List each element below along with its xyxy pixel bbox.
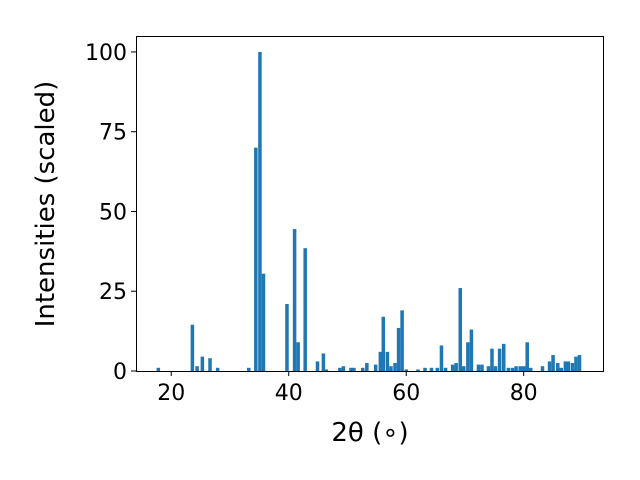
bar	[324, 369, 329, 371]
bar	[551, 355, 555, 371]
bar	[303, 248, 307, 371]
bar	[458, 288, 463, 371]
bar	[373, 364, 378, 371]
bar	[540, 366, 545, 371]
y-tick-label: 100	[85, 41, 127, 66]
bar	[285, 304, 289, 371]
bar	[404, 369, 408, 371]
bar	[439, 345, 444, 371]
bar	[454, 363, 458, 371]
bar	[490, 348, 494, 371]
y-tick-label: 25	[99, 280, 127, 305]
bar	[521, 366, 526, 371]
bar	[574, 356, 578, 371]
bar	[486, 366, 491, 371]
bar	[393, 363, 397, 371]
bar	[261, 273, 266, 371]
bar	[254, 147, 258, 371]
bar	[296, 342, 300, 371]
x-tick-label: 60	[392, 381, 420, 406]
bar	[506, 367, 511, 371]
bar	[563, 361, 568, 371]
bar	[435, 367, 440, 371]
y-tick-label: 0	[113, 360, 127, 385]
bar	[480, 364, 484, 371]
bar	[466, 342, 470, 371]
bar	[462, 366, 466, 371]
bar	[423, 367, 427, 371]
bar	[215, 367, 220, 371]
bar-series	[156, 51, 582, 371]
bar	[528, 367, 533, 371]
bar	[493, 366, 498, 371]
bar	[559, 367, 564, 371]
bar	[378, 351, 383, 371]
y-tick-label: 75	[99, 121, 127, 146]
x-tick-label: 40	[275, 381, 303, 406]
bar	[400, 310, 404, 371]
bar	[497, 348, 502, 371]
x-axis-label: 2θ (∘)	[331, 418, 408, 448]
bar	[360, 367, 365, 371]
bar	[501, 343, 506, 371]
bar	[566, 361, 571, 371]
bar	[349, 367, 353, 371]
y-axis-ticks: 0 25 50 75 100	[85, 41, 136, 385]
y-axis-label: Intensities (scaled)	[31, 81, 61, 328]
bar	[518, 366, 522, 371]
x-tick-label: 20	[157, 381, 185, 406]
bar	[341, 366, 346, 371]
x-tick-label: 80	[510, 381, 538, 406]
bar	[429, 367, 434, 371]
bar	[258, 51, 262, 371]
bar	[247, 367, 251, 371]
bar	[416, 369, 420, 371]
bar	[195, 366, 199, 371]
bar	[450, 364, 455, 371]
bar	[396, 327, 401, 371]
plot-frame	[136, 36, 604, 372]
bar	[338, 367, 342, 371]
bar	[443, 367, 448, 371]
bar	[577, 355, 582, 371]
bar	[510, 367, 515, 371]
bar	[200, 356, 205, 371]
bar	[556, 363, 560, 371]
bar	[389, 366, 393, 371]
bar	[321, 353, 326, 371]
bar	[190, 324, 195, 371]
bar	[547, 361, 552, 371]
bar	[365, 363, 369, 371]
bar	[385, 351, 390, 371]
y-tick-label: 50	[99, 200, 127, 225]
bar	[381, 316, 386, 371]
bar	[570, 363, 575, 371]
bar	[476, 364, 481, 371]
bar	[315, 361, 320, 371]
bar	[514, 366, 518, 371]
bar	[352, 367, 356, 371]
bar	[156, 367, 161, 371]
bar	[525, 342, 529, 371]
bar	[208, 358, 212, 371]
bar	[469, 329, 474, 371]
bar	[292, 229, 297, 371]
